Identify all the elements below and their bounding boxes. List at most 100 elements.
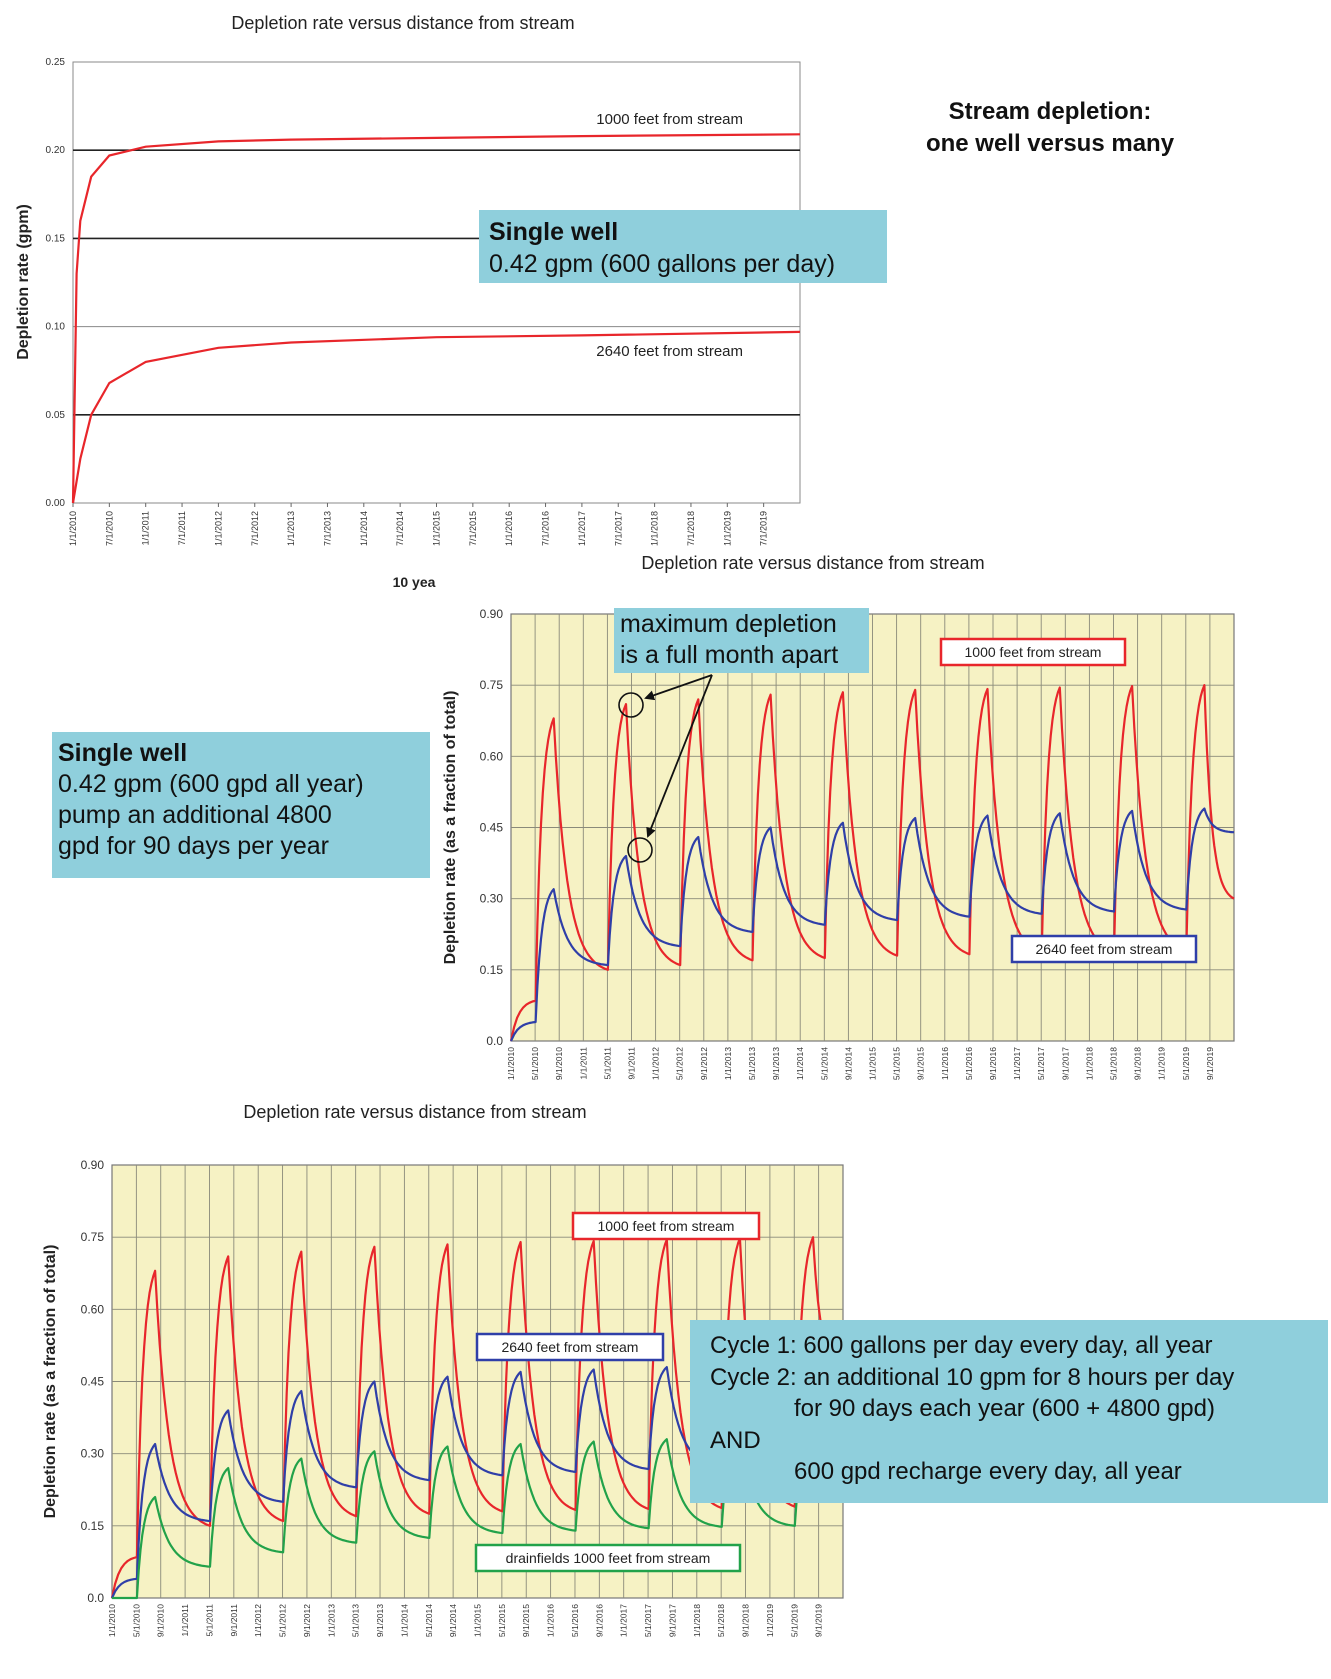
x-tick-label: 1/1/2012 [651, 1047, 661, 1080]
x-tick-label: 9/1/2010 [156, 1604, 166, 1637]
x-tick-label: 1/1/2013 [326, 1604, 336, 1637]
x-tick-label: 5/1/2011 [602, 1047, 612, 1080]
legend-label: 1000 feet from stream [598, 1218, 735, 1234]
figure-heading: Stream depletion: one well versus many [880, 98, 1220, 158]
chart-single-well-seasonal: 1/1/2010 5/1/2010 9/1/2010 1/1/2011 5/1/2011… [442, 553, 1235, 1080]
x-tick-label: 1/1/2012 [213, 511, 223, 546]
x-tick-label: 9/1/2012 [302, 1604, 312, 1637]
y-axis-label: Depletion rate (as a fraction of total) [442, 691, 459, 965]
x-tick-label: 5/1/2011 [204, 1604, 214, 1637]
x-tick-label: 7/1/2010 [104, 511, 114, 546]
x-tick-label: 5/1/2019 [789, 1604, 799, 1637]
x-tick-label: 1/1/2014 [359, 511, 369, 546]
x-tick-label: 5/1/2014 [424, 1604, 434, 1637]
x-tick-label: 1/1/2011 [578, 1047, 588, 1080]
legend-label: drainfields 1000 feet from stream [506, 1550, 711, 1566]
y-tick-label: 0.30 [81, 1447, 105, 1461]
series-line [71, 330, 801, 504]
y-tick-label: 0.75 [81, 1230, 105, 1244]
x-tick-label: 1/1/2013 [723, 1047, 733, 1080]
annotation-arrow [644, 674, 713, 701]
cycle-line-5: 600 gpd recharge every day, all year [794, 1458, 1182, 1485]
cycle-line-3: for 90 days each year (600 + 4800 gpd) [794, 1395, 1215, 1422]
cycle-line-2: Cycle 2: an additional 10 gpm for 8 hour… [710, 1363, 1235, 1391]
y-tick-label: 0.75 [480, 678, 504, 692]
x-tick-label: 5/1/2010 [131, 1604, 141, 1637]
chart-title: Depletion rate versus distance from stre… [231, 13, 574, 33]
legend-box [939, 637, 1127, 667]
x-tick-label: 5/1/2015 [497, 1604, 507, 1637]
x-tick-label: 1/1/2011 [141, 511, 151, 545]
x-tick-label: 7/1/2012 [250, 511, 260, 546]
x-tick-label: 9/1/2018 [741, 1604, 751, 1637]
callout-text-2: pump an additional 4800 [58, 801, 332, 829]
y-tick-label: 0.20 [46, 145, 66, 156]
x-tick-label: 9/1/2015 [916, 1047, 926, 1080]
x-tick-label: 5/1/2016 [570, 1604, 580, 1637]
x-tick-label: 7/1/2011 [177, 511, 187, 545]
x-tick-label: 9/1/2010 [554, 1047, 564, 1080]
legend-box [475, 1332, 665, 1362]
x-tick-label: 1/1/2015 [473, 1604, 483, 1637]
legend-box [474, 1543, 742, 1573]
x-axis-label: 10 yea [393, 574, 436, 590]
x-tick-label: 5/1/2018 [716, 1604, 726, 1637]
x-tick-label: 1/1/2019 [1157, 1047, 1167, 1080]
y-tick-label: 0.45 [81, 1375, 105, 1389]
y-axis-label: Depletion rate (gpm) [15, 204, 32, 360]
y-tick-label: 0.10 [46, 322, 66, 333]
x-tick-label: 7/1/2018 [686, 511, 696, 546]
x-tick-label: 1/1/2014 [795, 1047, 805, 1080]
callout-text-1: 0.42 gpm (600 gpd all year) [58, 770, 364, 798]
y-tick-label: 0.60 [480, 749, 504, 763]
x-tick-label: 1/1/2010 [68, 511, 78, 546]
x-tick-label: 9/1/2013 [771, 1047, 781, 1080]
x-tick-label: 5/1/2012 [675, 1047, 685, 1080]
x-tick-label: 9/1/2017 [667, 1604, 677, 1637]
x-tick-label: 9/1/2019 [814, 1604, 824, 1637]
series-line [509, 684, 1235, 1042]
legend-box [1010, 934, 1198, 964]
x-tick-label: 9/1/2014 [843, 1047, 853, 1080]
heading-line-1: Stream depletion: [948, 98, 1152, 125]
callout-single-well-middle: Single well 0.42 gpm (600 gpd all year) … [52, 732, 430, 878]
x-tick-label: 1/1/2010 [506, 1047, 516, 1080]
x-tick-label: 9/1/2013 [375, 1604, 385, 1637]
y-axis-label: Depletion rate (as a fraction of total) [42, 1245, 59, 1519]
x-tick-label: 1/1/2017 [1012, 1047, 1022, 1080]
x-tick-label: 7/1/2016 [541, 511, 551, 546]
x-tick-label: 9/1/2019 [1205, 1047, 1215, 1080]
x-tick-label: 9/1/2016 [988, 1047, 998, 1080]
x-tick-label: 7/1/2017 [613, 511, 623, 546]
callout-title: Single well [58, 739, 188, 767]
y-tick-label: 0.15 [81, 1519, 105, 1533]
y-tick-label: 0.90 [81, 1158, 105, 1172]
y-tick-label: 0.45 [480, 821, 504, 835]
x-tick-label: 1/1/2019 [722, 511, 732, 546]
x-tick-label: 5/1/2010 [530, 1047, 540, 1080]
x-tick-label: 9/1/2017 [1060, 1047, 1070, 1080]
x-tick-label: 1/1/2014 [399, 1604, 409, 1637]
y-tick-label: 0.60 [81, 1302, 105, 1316]
cycle-line-1: Cycle 1: 600 gallons per day every day, … [710, 1332, 1213, 1359]
chart-single-well-constant: 0.00 0.05 0.10 0.15 0.20 0.25 1/1/2010 7/1/2010… [15, 13, 801, 590]
x-tick-label: 1/1/2013 [286, 511, 296, 546]
x-tick-label: 1/1/2018 [692, 1604, 702, 1637]
x-tick-label: 1/1/2015 [432, 511, 442, 546]
x-tick-label: 5/1/2018 [1109, 1047, 1119, 1080]
y-tick-label: 0.00 [46, 498, 66, 509]
callout-title: Single well [489, 218, 619, 246]
x-tick-label: 5/1/2013 [747, 1047, 757, 1080]
legend-box [571, 1211, 761, 1241]
callout-text-3: gpd for 90 days per year [58, 832, 329, 860]
x-tick-label: 9/1/2011 [627, 1047, 637, 1080]
x-tick-label: 1/1/2019 [765, 1604, 775, 1637]
x-tick-label: 7/1/2015 [468, 511, 478, 546]
x-tick-label: 1/1/2018 [650, 511, 660, 546]
x-tick-label: 9/1/2014 [448, 1604, 458, 1637]
callout-single-well-top: Single well 0.42 gpm (600 gallons per da… [479, 210, 887, 283]
x-tick-label: 5/1/2012 [278, 1604, 288, 1637]
series-line [71, 133, 801, 504]
note-line-1: maximum depletion [620, 610, 837, 638]
x-tick-label: 5/1/2016 [964, 1047, 974, 1080]
